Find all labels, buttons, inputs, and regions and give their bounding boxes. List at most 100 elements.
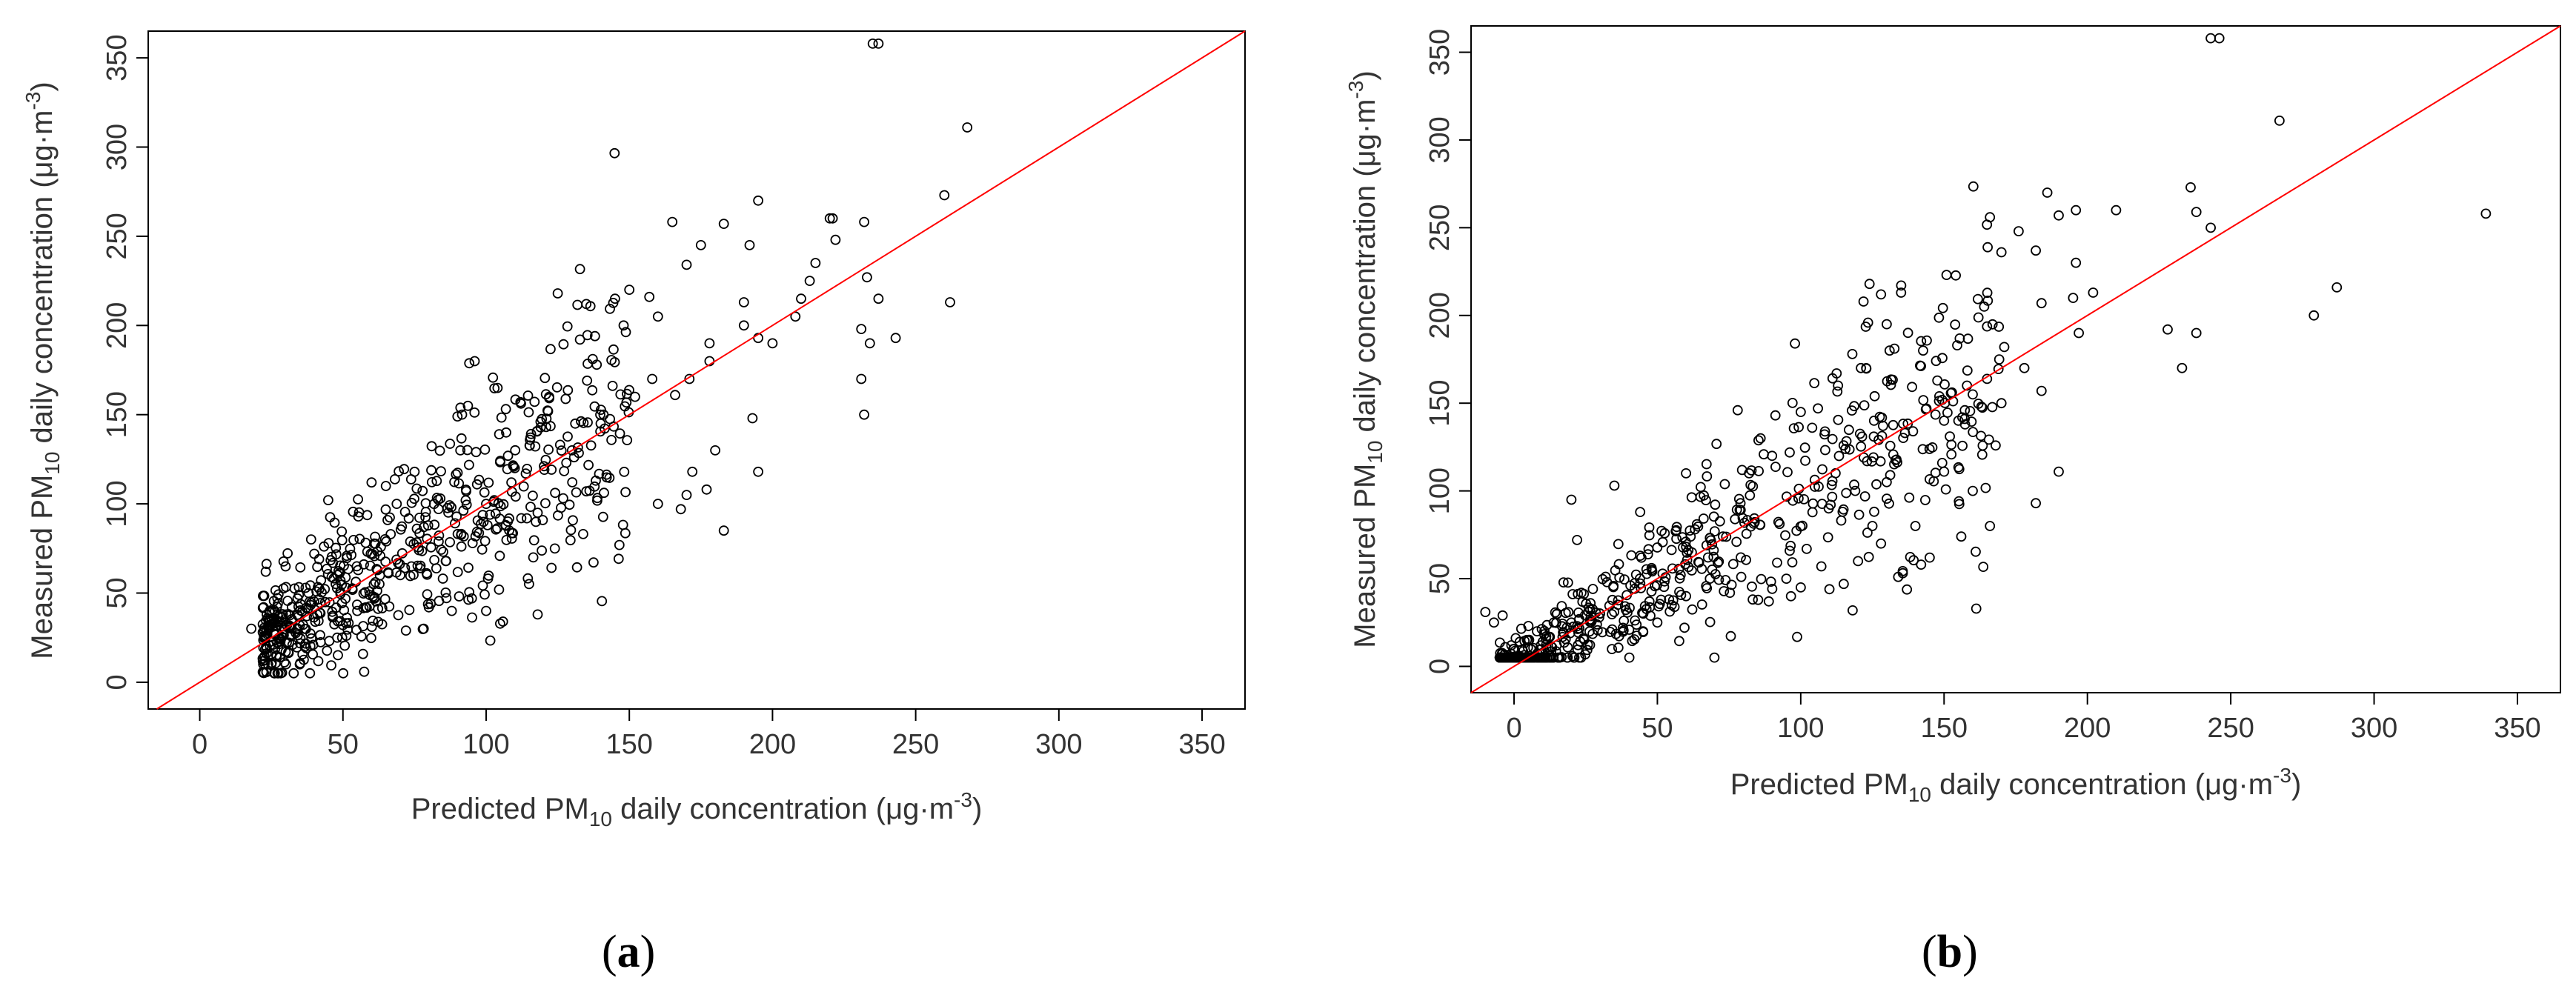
data-point xyxy=(1702,471,1713,482)
data-point xyxy=(1973,312,1984,323)
data-point xyxy=(1902,327,1913,339)
data-point xyxy=(1861,362,1872,373)
data-point xyxy=(1578,633,1589,644)
data-point xyxy=(1721,531,1732,542)
data-point xyxy=(1607,609,1618,619)
data-point xyxy=(1741,554,1752,565)
data-point xyxy=(331,549,342,560)
data-point xyxy=(2074,327,2085,339)
data-point xyxy=(1968,181,1979,192)
data-point xyxy=(1953,464,1965,475)
data-point xyxy=(494,585,505,595)
data-point xyxy=(1700,495,1711,505)
reference-line-a xyxy=(156,30,1246,710)
data-point xyxy=(1693,557,1704,568)
data-point xyxy=(540,373,551,384)
data-point xyxy=(1959,419,1971,430)
data-point xyxy=(452,528,463,539)
data-point xyxy=(1654,599,1665,610)
data-point xyxy=(525,432,536,443)
data-point xyxy=(558,339,569,350)
data-point xyxy=(353,494,364,505)
data-point xyxy=(647,373,657,385)
data-point xyxy=(1558,577,1569,587)
data-point xyxy=(325,555,336,566)
data-point xyxy=(1951,270,1962,281)
data-point xyxy=(1790,338,1801,349)
data-point xyxy=(1767,450,1778,462)
data-point xyxy=(1793,493,1804,504)
data-point xyxy=(1516,623,1527,634)
data-point xyxy=(1497,610,1508,621)
x-tick-label: 100 xyxy=(462,729,509,760)
data-point xyxy=(278,556,289,567)
data-point xyxy=(289,583,300,594)
y-tick-label: 250 xyxy=(1424,204,1455,251)
data-point xyxy=(431,563,442,573)
data-point xyxy=(545,421,556,432)
data-point xyxy=(1573,652,1584,663)
data-point xyxy=(1594,608,1605,619)
y-tick-label: 0 xyxy=(1424,659,1455,674)
data-point xyxy=(522,464,533,474)
data-point xyxy=(1867,521,1878,531)
data-point xyxy=(859,409,869,420)
data-point xyxy=(531,516,541,527)
data-point xyxy=(1727,559,1739,570)
data-point xyxy=(585,440,597,451)
y-tick-label: 50 xyxy=(1424,563,1455,594)
data-point xyxy=(1539,625,1550,636)
data-point xyxy=(461,499,472,510)
data-point xyxy=(1624,625,1635,635)
data-point xyxy=(518,481,529,492)
data-point xyxy=(738,297,749,307)
data-point xyxy=(1567,589,1579,599)
data-point xyxy=(1509,652,1520,663)
data-point xyxy=(1719,479,1730,490)
data-point xyxy=(2042,187,2053,198)
data-point xyxy=(456,433,467,444)
data-point xyxy=(506,477,517,488)
data-point xyxy=(472,515,483,526)
data-point xyxy=(1897,567,1908,579)
data-point xyxy=(463,594,474,605)
data-point xyxy=(1902,584,1913,595)
data-point xyxy=(1708,511,1719,522)
data-point xyxy=(1631,619,1642,630)
data-point xyxy=(1982,219,1993,230)
data-point xyxy=(608,344,619,355)
data-point xyxy=(1859,491,1870,502)
data-point xyxy=(1636,552,1647,563)
data-point xyxy=(574,264,585,275)
data-point xyxy=(382,567,394,578)
data-point xyxy=(433,504,444,514)
data-point xyxy=(1736,571,1747,582)
data-point xyxy=(532,609,543,620)
data-point xyxy=(1785,447,1795,458)
data-point xyxy=(444,500,455,510)
data-point xyxy=(479,487,490,498)
data-point xyxy=(591,359,602,370)
data-point xyxy=(1853,509,1865,520)
y-tick-label: 150 xyxy=(1424,380,1455,427)
panel-label-a: (a) xyxy=(602,927,655,977)
data-point xyxy=(1550,617,1561,628)
data-point xyxy=(336,632,348,643)
data-point xyxy=(1666,599,1677,610)
y-axis-title-b: Measured PM10 daily concentration (μg·m-… xyxy=(1344,70,1387,648)
y-tick-label: 100 xyxy=(102,480,133,527)
x-tick-label: 200 xyxy=(749,729,796,760)
data-point xyxy=(1787,557,1798,567)
data-point xyxy=(1888,449,1899,460)
data-point xyxy=(1679,622,1690,633)
data-point xyxy=(309,548,320,559)
data-point xyxy=(1753,435,1764,446)
data-point xyxy=(292,623,303,634)
data-point xyxy=(336,526,348,537)
data-point xyxy=(1705,535,1716,546)
data-point xyxy=(572,442,583,453)
data-point xyxy=(434,445,445,456)
data-point xyxy=(1937,353,1948,364)
data-point xyxy=(1868,431,1879,442)
data-point xyxy=(341,618,351,628)
